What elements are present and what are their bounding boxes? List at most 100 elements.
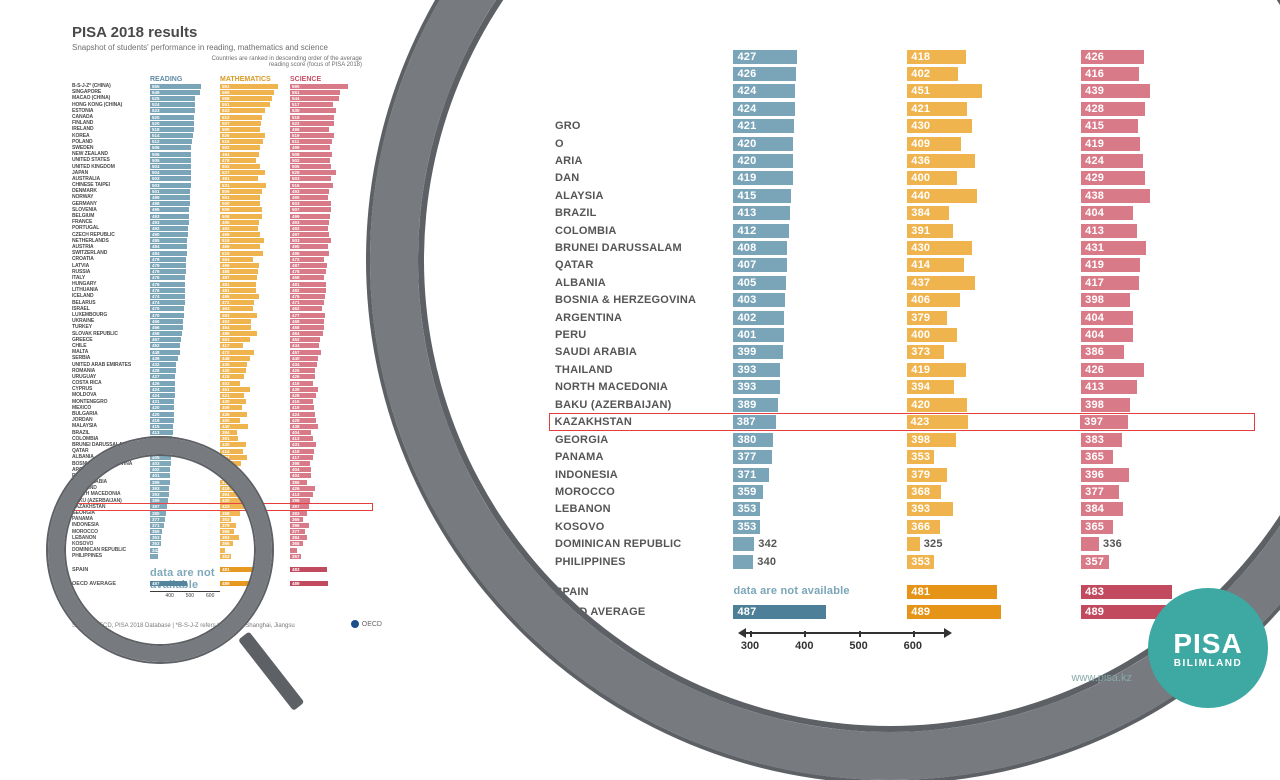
table-row: BOSNIA & HERZEGOVINA 403 406 398 — [555, 291, 1255, 308]
table-row: ICELAND 474 495 475 — [72, 293, 372, 299]
table-row: AUSTRALIA 503 491 503 — [72, 176, 372, 182]
table-row: FINLAND 520 507 522 — [72, 120, 372, 126]
table-row: LEBANON 353 393 384 — [72, 535, 372, 541]
zoom-table: 427 418 426 426 402 416 424 451 439 424 … — [555, 48, 1255, 652]
table-row: ARGENTINA 402 379 404 — [72, 467, 372, 473]
table-row: KOSOVO 353 366 365 — [555, 518, 1255, 535]
table-row: PHILIPPINES 340 353 357 — [72, 553, 372, 559]
table-row: DOMINICAN REPUBLIC 342 325 336 — [555, 536, 1255, 553]
table-row: SWEDEN 506 502 499 — [72, 145, 372, 151]
hdr-mathematics: MATHEMATICS — [220, 76, 290, 83]
table-row: ARGENTINA 402 379 404 — [555, 309, 1255, 326]
oecd-logo: OECD — [350, 619, 382, 629]
table-row: ESTONIA 523 523 530 — [72, 108, 372, 114]
table-row: PERU 401 400 404 — [555, 326, 1255, 343]
table-row: THAILAND 393 419 426 — [72, 485, 372, 491]
table-row: ROMANIA 428 430 426 — [72, 368, 372, 374]
table-row: O 420 409 419 — [555, 135, 1255, 152]
table-row: UKRAINE 466 453 469 — [72, 318, 372, 324]
table-row: NETHERLANDS 485 519 503 — [72, 238, 372, 244]
magnifier-small-handle-icon — [238, 631, 304, 711]
table-row: UNITED STATES 505 478 502 — [72, 157, 372, 163]
table-row: 427 418 426 — [555, 48, 1255, 65]
table-row: GEORGIA 380 398 383 — [72, 510, 372, 516]
table-row: ALBANIA 405 437 417 — [72, 454, 372, 460]
table-row: SWITZERLAND 484 515 495 — [72, 250, 372, 256]
zoom-axis: 300400500600 — [750, 628, 940, 652]
table-row: LEBANON 353 393 384 — [555, 501, 1255, 518]
pisa-badge: PISA BILIMLAND — [1148, 588, 1268, 708]
column-headers: READING MATHEMATICS SCIENCE — [72, 76, 372, 83]
table-row: RUSSIA 479 488 478 — [72, 269, 372, 275]
table-row: MEXICO 420 409 419 — [72, 405, 372, 411]
table-row: HUNGARY 476 481 481 — [72, 281, 372, 287]
table-row: NEW ZEALAND 506 494 508 — [72, 151, 372, 157]
table-row: MOROCCO 359 368 377 — [555, 483, 1255, 500]
table-row: SLOVENIA 495 509 507 — [72, 207, 372, 213]
zoom-footer-avg: OECD AVERAGE 487 489 489 — [555, 602, 1255, 622]
source-note: Source: OECD, PISA 2018 Database | *B-S-… — [72, 623, 295, 629]
table-row: SAUDI ARABIA 399 373 386 — [555, 344, 1255, 361]
table-row: MACAO (CHINA) 525 558 544 — [72, 95, 372, 101]
zoom-rows: 427 418 426 426 402 416 424 451 439 424 … — [555, 48, 1255, 570]
table-row: BELARUS 474 472 471 — [72, 300, 372, 306]
source-url: www.pisa.kz — [1071, 672, 1132, 684]
table-row: BOSNIA & HERZEGOVINA 403 406 398 — [72, 460, 372, 466]
table-row: THAILAND 393 419 426 — [555, 361, 1255, 378]
table-row: UNITED ARAB EMIRATES 432 435 434 — [72, 361, 372, 367]
table-row: CANADA 520 512 518 — [72, 114, 372, 120]
table-row: IRELAND 518 500 496 — [72, 126, 372, 132]
table-row: DAN 419 400 429 — [555, 170, 1255, 187]
table-row: KOREA 514 526 519 — [72, 133, 372, 139]
table-row: UNITED KINGDOM 504 502 505 — [72, 163, 372, 169]
table-row: MOROCCO 359 368 377 — [72, 529, 372, 535]
table-row: LATVIA 479 496 487 — [72, 262, 372, 268]
table-row: LITHUANIA 476 481 482 — [72, 287, 372, 293]
table-row: INDONESIA 371 379 396 — [555, 466, 1255, 483]
table-row: PERU 401 400 404 — [72, 473, 372, 479]
table-row: TURKEY 466 454 468 — [72, 324, 372, 330]
table-row: SERBIA 439 448 440 — [72, 355, 372, 361]
table-row: AUSTRIA 484 499 490 — [72, 244, 372, 250]
table-row: SLOVAK REPUBLIC 458 486 464 — [72, 331, 372, 337]
table-row: POLAND 512 516 511 — [72, 139, 372, 145]
table-row: GRO 421 430 415 — [555, 118, 1255, 135]
table-row: GREECE 457 451 452 — [72, 337, 372, 343]
table-row: NORTH MACEDONIA 393 394 413 — [72, 491, 372, 497]
table-row: QATAR 407 414 419 — [72, 448, 372, 454]
table-row: KAZAKHSTAN 387 423 397 — [549, 413, 1255, 431]
table-row: PORTUGAL 492 492 492 — [72, 225, 372, 231]
hdr-science: SCIENCE — [290, 76, 360, 83]
table-row: BAKU (AZERBAIJAN) 389 420 398 — [72, 498, 372, 504]
table-row: MONTENEGRO 421 430 415 — [72, 399, 372, 405]
table-row: COSTA RICA 426 402 416 — [72, 380, 372, 386]
table-row: PHILIPPINES 340 353 357 — [555, 553, 1255, 570]
table-row: SINGAPORE 549 569 551 — [72, 89, 372, 95]
master-axis: 400 500 600 — [150, 591, 220, 599]
table-row: JAPAN 504 527 529 — [72, 170, 372, 176]
table-row: B-S-J-Z* (CHINA) 555 591 590 — [72, 83, 372, 89]
table-row: BAKU (AZERBAIJAN) 389 420 398 — [555, 396, 1255, 413]
table-row: ISRAEL 470 463 462 — [72, 306, 372, 312]
table-row: ITALY 476 487 468 — [72, 275, 372, 281]
table-row: CROATIA 479 464 472 — [72, 256, 372, 262]
table-row: GERMANY 498 500 503 — [72, 201, 372, 207]
table-row: 424 421 428 — [555, 100, 1255, 117]
table-row: FRANCE 493 495 493 — [72, 219, 372, 225]
hdr-reading: READING — [150, 76, 220, 83]
table-row: URUGUAY 427 418 426 — [72, 374, 372, 380]
table-row: KOSOVO 353 366 365 — [72, 541, 372, 547]
table-row: COLOMBIA 412 391 413 — [72, 436, 372, 442]
table-row: ALAYSIA 415 440 438 — [555, 187, 1255, 204]
table-row: 424 451 439 — [555, 83, 1255, 100]
table-row: CHINESE TAIPEI 503 531 516 — [72, 182, 372, 188]
na-text: data are not available — [733, 585, 849, 597]
master-table: PISA 2018 results Snapshot of students' … — [72, 24, 372, 599]
table-row: BULGARIA 420 436 424 — [72, 411, 372, 417]
zoom-footer-spain: SPAIN data are not available 481 483 — [555, 582, 1255, 602]
page-title: PISA 2018 results — [72, 24, 372, 41]
table-row: BRAZIL 413 384 404 — [555, 205, 1255, 222]
table-row: CHILE 452 417 444 — [72, 343, 372, 349]
table-row: NORWAY 499 501 490 — [72, 194, 372, 200]
master-rows: B-S-J-Z* (CHINA) 555 591 590 SINGAPORE 5… — [72, 83, 372, 559]
